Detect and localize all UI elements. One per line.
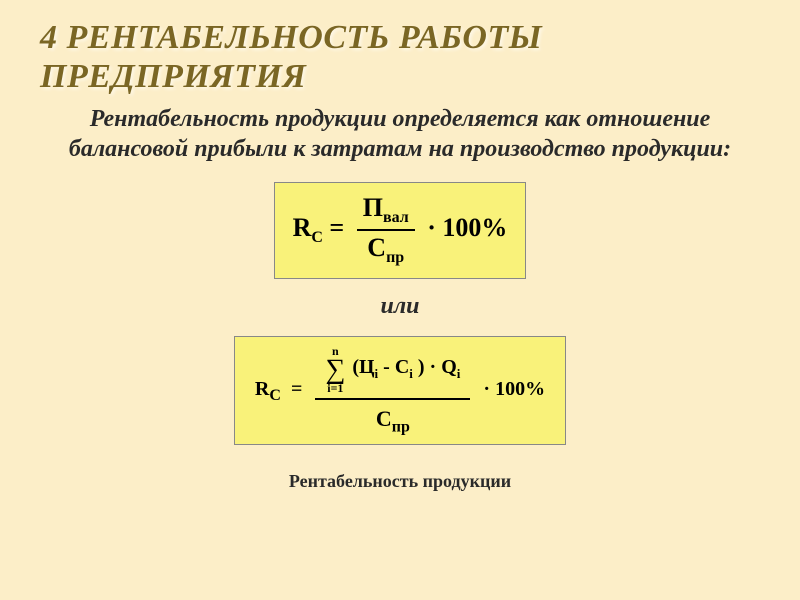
f1-tail: · 100% (427, 213, 507, 242)
slide-subtitle: Рентабельность продукции определяется ка… (60, 104, 740, 164)
formula-2-row: RС = n ∑ i=1 (Цi - Сi ) · Qi (40, 336, 760, 446)
formula-2-box: RС = n ∑ i=1 (Цi - Сi ) · Qi (234, 336, 566, 446)
f1-denominator: Спр (357, 231, 415, 267)
f1-den-sub: пр (386, 250, 404, 267)
sigma-icon: n ∑ i=1 (325, 345, 345, 394)
formula-1: RС = Пвал Спр · 100% (293, 213, 508, 242)
formula-1-row: RС = Пвал Спр · 100% (40, 182, 760, 278)
formula-1-box: RС = Пвал Спр · 100% (274, 182, 527, 278)
caption: Рентабельность продукции (40, 471, 760, 492)
f1-numerator: Пвал (357, 193, 415, 231)
f2-close: ) · Q (418, 356, 457, 378)
f2-ci-sub: i (375, 366, 379, 381)
f2-tail: · 100% (483, 378, 545, 400)
f1-fraction: Пвал Спр (357, 193, 415, 267)
f1-eq: = (329, 213, 344, 242)
sigma-symbol: ∑ (325, 357, 345, 382)
f2-fraction: n ∑ i=1 (Цi - Сi ) · Qi Спр (315, 345, 470, 437)
slide-title: 4 РЕНТАБЕЛЬНОСТЬ РАБОТЫ ПРЕДПРИЯТИЯ (40, 18, 760, 96)
f1-lhs: R (293, 213, 312, 242)
or-word: или (40, 293, 760, 320)
f2-denominator: Спр (315, 400, 470, 436)
f1-den-main: С (367, 233, 386, 262)
f2-si-sub: i (409, 366, 413, 381)
f2-den-main: С (376, 406, 392, 431)
f2-lhs-sub: С (269, 387, 281, 404)
f2-qi-sub: i (457, 366, 461, 381)
slide: 4 РЕНТАБЕЛЬНОСТЬ РАБОТЫ ПРЕДПРИЯТИЯ Рент… (0, 0, 800, 600)
f2-lhs: R (255, 378, 269, 400)
f1-num-main: П (363, 193, 383, 222)
f2-open: (Ц (352, 356, 374, 378)
f2-eq: = (291, 378, 302, 400)
f2-minus: - С (383, 356, 409, 378)
f2-numerator: n ∑ i=1 (Цi - Сi ) · Qi (315, 345, 470, 400)
f2-sum-body: (Цi - Сi ) · Qi (352, 356, 460, 382)
formula-2: RС = n ∑ i=1 (Цi - Сi ) · Qi (255, 378, 545, 400)
sigma-bottom: i=1 (325, 382, 345, 394)
f2-den-sub: пр (392, 418, 410, 435)
f1-lhs-sub: С (311, 230, 323, 247)
f1-num-sub: вал (383, 209, 409, 226)
